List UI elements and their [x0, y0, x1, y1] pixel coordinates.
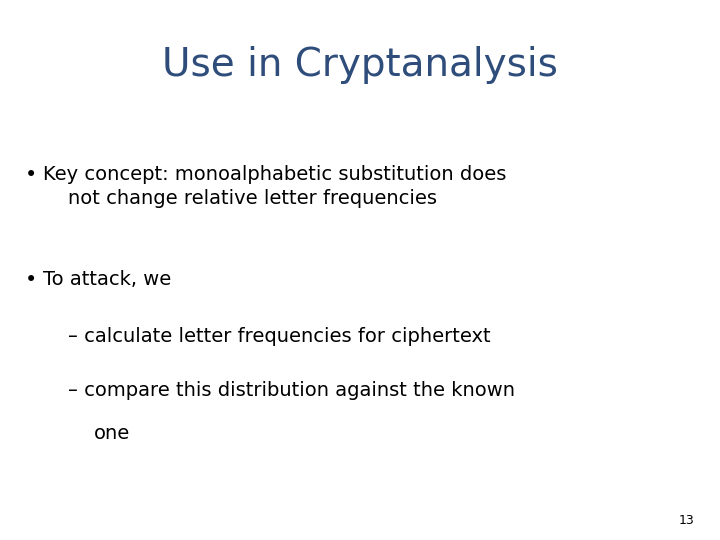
Text: •: •: [25, 165, 37, 185]
Text: – compare this distribution against the known: – compare this distribution against the …: [68, 381, 516, 400]
Text: 13: 13: [679, 514, 695, 526]
Text: – calculate letter frequencies for ciphertext: – calculate letter frequencies for ciphe…: [68, 327, 491, 346]
Text: one: one: [94, 424, 130, 443]
Text: To attack, we: To attack, we: [43, 270, 171, 289]
Text: Key concept: monoalphabetic substitution does
    not change relative letter fre: Key concept: monoalphabetic substitution…: [43, 165, 507, 208]
Text: Use in Cryptanalysis: Use in Cryptanalysis: [162, 46, 558, 84]
Text: •: •: [25, 270, 37, 290]
